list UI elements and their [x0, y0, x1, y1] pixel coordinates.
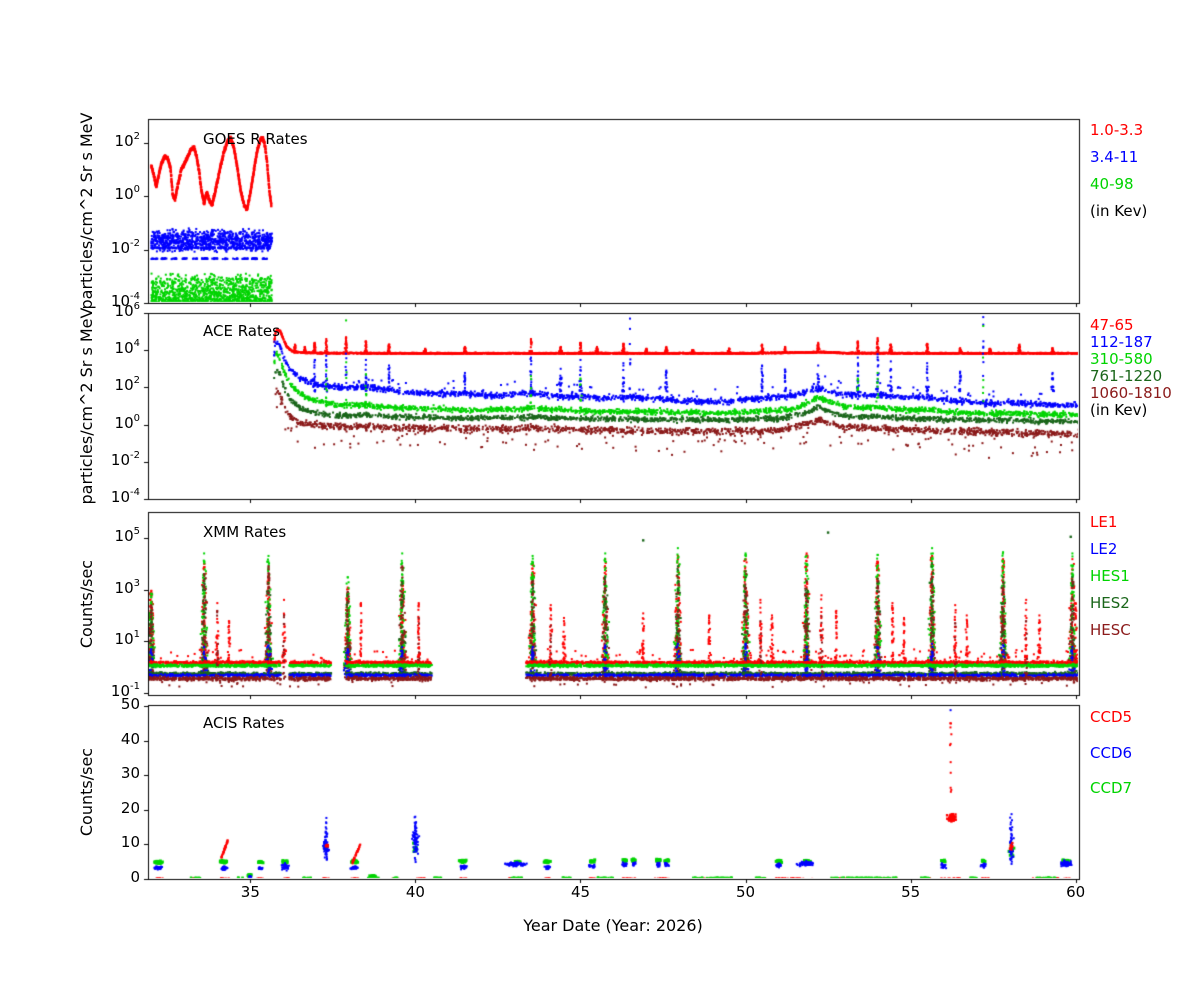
legend-entry: 3.4-11	[1090, 148, 1139, 166]
legend-entry: LE2	[1090, 540, 1118, 558]
y-tick-label: 10-4	[110, 291, 140, 310]
y-tick-label: 102	[114, 375, 140, 395]
y-tick-label: 104	[114, 338, 140, 358]
x-tick-label: 50	[736, 883, 756, 901]
y-tick-label: 10-1	[110, 681, 140, 700]
x-tick-label: 45	[570, 883, 591, 901]
panel-title-goes: GOES R Rates	[203, 130, 308, 148]
y-tick-label: 50	[120, 695, 140, 713]
legend-entry: 47-65	[1090, 316, 1134, 334]
x-tick-label: 40	[405, 883, 425, 901]
legend-entry: (in Kev)	[1090, 202, 1148, 220]
panel-title-ace: ACE Rates	[203, 322, 280, 340]
y-tick-label: 100	[114, 184, 140, 204]
legend-entry: 112-187	[1090, 333, 1153, 351]
y-tick-label: 10-4	[110, 487, 140, 506]
y-tick-label: 20	[120, 798, 140, 817]
y-tick-label: 0	[130, 868, 140, 886]
y-tick-label: 10	[120, 833, 140, 852]
panel-title-acis: ACIS Rates	[203, 714, 285, 732]
legend-entry: 1.0-3.3	[1090, 121, 1144, 139]
x-axis-label: Year Date (Year: 2026)	[523, 916, 703, 935]
y-tick-label: 102	[114, 130, 140, 150]
y-axis-label-ace: particles/cm^2 Sr s MeV	[77, 307, 97, 505]
y-axis-label-xmm: Counts/sec	[77, 559, 97, 648]
legend-entry: 310-580	[1090, 350, 1153, 368]
legend-entry: HES2	[1090, 594, 1130, 612]
x-tick-label: 35	[240, 883, 260, 901]
y-tick-label: 100	[114, 412, 140, 432]
y-tick-label: 30	[120, 764, 140, 783]
y-tick-label: 10-2	[110, 237, 140, 257]
y-tick-label: 101	[114, 629, 140, 649]
y-axis-label-goes: particles/cm^2 Sr s MeV	[77, 112, 97, 310]
legend-entry: 40-98	[1090, 175, 1134, 193]
y-tick-label: 10-2	[110, 449, 140, 469]
y-tick-label: 106	[114, 301, 140, 320]
legend-entry: HES1	[1090, 567, 1130, 585]
legend-entry: 761-1220	[1090, 367, 1163, 385]
legend-entry: CCD6	[1090, 743, 1133, 762]
y-tick-label: 40	[120, 729, 140, 748]
x-tick-label: 55	[901, 883, 921, 901]
legend-entry: (in Kev)	[1090, 401, 1148, 419]
y-axis-label-acis: Counts/sec	[77, 747, 97, 837]
legend-entry: CCD7	[1090, 779, 1133, 797]
legend-entry: HESC	[1090, 621, 1131, 639]
legend-entry: 1060-1810	[1090, 384, 1172, 402]
y-tick-label: 105	[114, 525, 140, 545]
legend-entry: LE1	[1090, 513, 1118, 531]
legend-entry: CCD5	[1090, 708, 1133, 726]
panel-title-xmm: XMM Rates	[203, 523, 287, 541]
x-tick-label: 60	[1066, 883, 1086, 901]
y-tick-label: 103	[114, 577, 140, 597]
